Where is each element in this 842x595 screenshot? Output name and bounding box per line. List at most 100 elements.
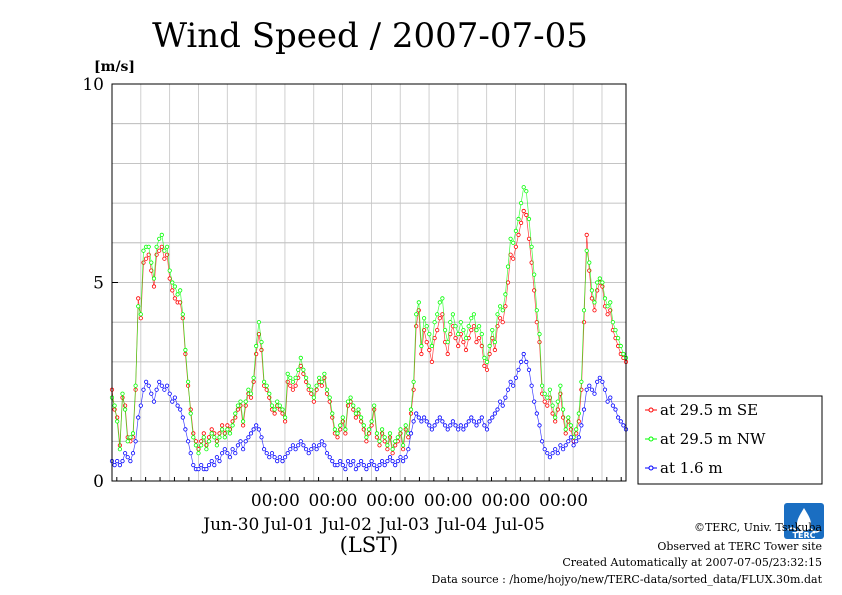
data-point [579,423,584,428]
data-point [290,379,295,384]
data-point [482,363,487,368]
data-point [128,435,133,440]
series-2 [109,351,629,472]
data-point [366,427,372,432]
data-point [372,462,377,468]
data-point [233,411,238,416]
data-point [191,462,196,468]
data-point [243,439,248,444]
data-point [165,244,170,249]
data-point [411,379,416,384]
x-tick-date-label: Jul-03 [377,515,430,535]
data-point [382,435,387,440]
data-point [463,347,469,353]
data-point [453,324,458,329]
data-point [183,347,188,353]
data-point [524,359,529,364]
data-point [272,411,277,416]
data-point [167,391,172,396]
legend-items: at 29.5 m SE at 29.5 m NW at 1.6 m [645,401,766,477]
data-point [487,343,492,349]
data-point [214,455,219,460]
data-point [581,407,587,412]
data-point [592,391,597,396]
data-point [511,383,516,388]
data-point [553,447,558,452]
data-point [568,435,574,440]
data-point [243,403,248,408]
data-point [605,399,610,404]
x-axis-ticks: 00:00 Jun-30 00:00 Jul-01 00:00 Jul-02 00:00 Ju… [116,477,622,535]
data-point [157,236,162,241]
data-point [343,431,348,436]
data-point [513,375,519,380]
chart-title: Wind Speed / 2007-07-05 [152,16,588,56]
x-tick-date-label: Jul-02 [319,515,372,535]
data-point [225,423,230,428]
data-point [340,462,345,468]
data-point [595,280,600,285]
data-point [157,248,162,253]
data-point [442,423,448,428]
data-point [201,435,206,440]
data-point [206,439,212,444]
data-point [117,462,123,468]
data-point [526,367,532,372]
data-point [492,411,497,416]
data-point [476,335,482,341]
data-point [429,359,434,364]
data-point [445,351,450,357]
data-point [600,280,605,285]
data-point [542,391,547,396]
data-point [269,403,275,408]
data-point [411,419,416,424]
data-point [285,451,290,456]
data-point [461,427,466,432]
data-point [492,339,497,345]
data-point [151,284,157,289]
data-point [503,292,508,297]
data-point [170,280,175,285]
data-point [293,375,298,380]
data-point [408,431,414,436]
data-point [178,288,183,293]
data-point [615,335,621,341]
data-point [408,407,414,412]
data-point [511,256,516,261]
data-point [560,407,566,412]
data-point [353,466,358,472]
data-point [521,185,526,190]
data-point [576,411,581,416]
y-axis-unit: [m/s] [94,59,135,75]
data-point [235,443,240,448]
data-point [406,447,411,452]
data-point [584,248,589,253]
x-tick-date-label: Jun-30 [201,515,259,535]
data-point [492,347,497,353]
data-point [432,320,437,325]
data-point [550,403,555,408]
x-tick-time-label: 00:00 [308,491,357,511]
data-point [141,248,146,253]
data-point [379,458,385,464]
data-point [419,343,424,349]
data-point [259,339,264,345]
data-point [427,423,432,428]
series-layer [109,185,629,472]
data-point [353,411,358,416]
data-point [592,308,597,313]
data-point [293,447,298,452]
data-point [206,462,212,468]
data-point [317,443,322,448]
data-point [141,260,146,265]
data-point [330,458,335,464]
data-point [243,399,248,404]
data-point [209,458,214,464]
data-point [610,403,616,408]
data-point [414,324,419,329]
data-point [450,419,455,424]
data-point [314,383,319,388]
data-point [532,399,537,404]
data-point [398,455,403,460]
